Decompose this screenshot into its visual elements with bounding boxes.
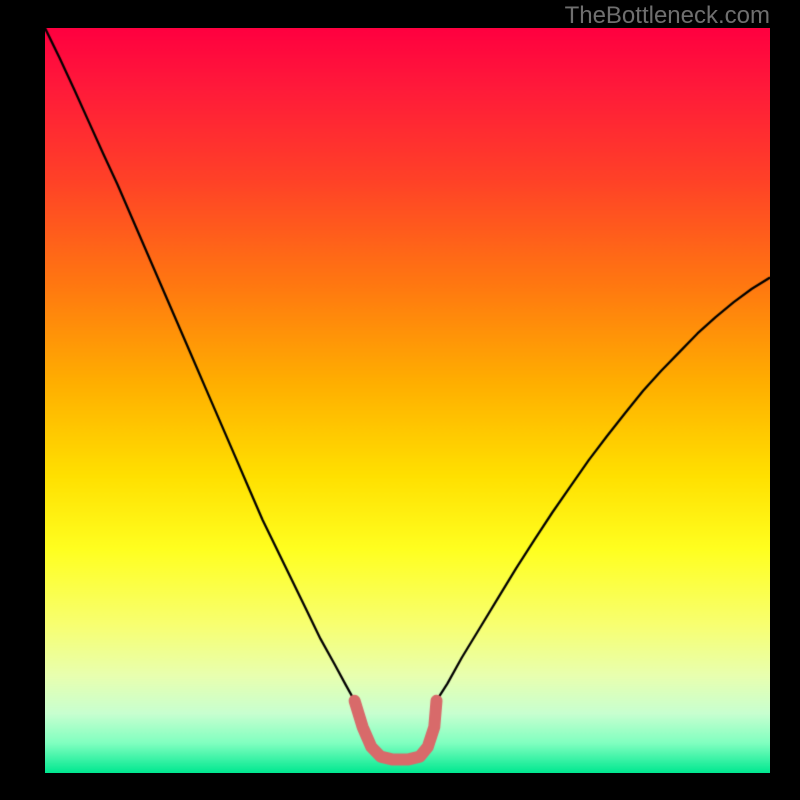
plot-area (45, 28, 770, 773)
chart-stage: TheBottleneck.com (0, 0, 800, 800)
watermark-text: TheBottleneck.com (565, 2, 770, 30)
plot-canvas (45, 28, 770, 773)
